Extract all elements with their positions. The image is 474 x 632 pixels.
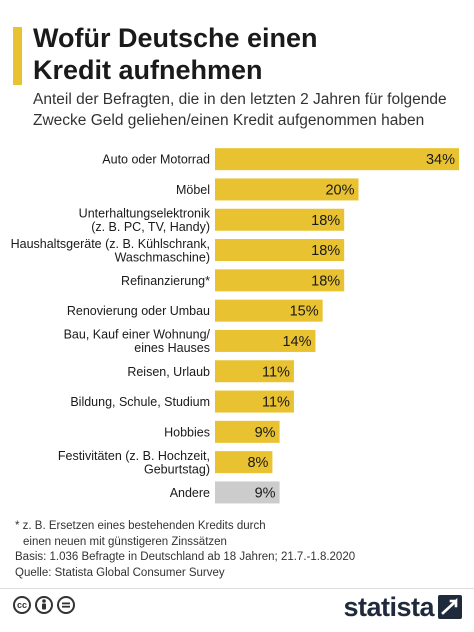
- category-label: Auto oder Motorrad: [102, 153, 210, 167]
- value-label: 20%: [325, 182, 354, 198]
- category-label: Bau, Kauf einer Wohnung/eines Hauses: [64, 328, 211, 356]
- chart-subtitle: Anteil der Befragten, die in den letzten…: [33, 89, 473, 131]
- category-label: Festivitäten (z. B. Hochzeit, Geburtstag): [58, 449, 210, 477]
- cc-icon[interactable]: cc: [13, 596, 31, 614]
- category-label: Möbel: [176, 183, 210, 197]
- value-label: 9%: [255, 485, 276, 501]
- value-label: 18%: [311, 273, 340, 289]
- category-label: Hobbies: [164, 425, 210, 439]
- bar: [215, 239, 345, 262]
- bar: [215, 208, 345, 231]
- value-label: 11%: [262, 395, 290, 411]
- category-label: Unterhaltungselektronik (z. B. PC, TV, Ha…: [79, 207, 211, 235]
- title-accent-bar: [13, 27, 22, 85]
- title-line-1: Wofür Deutsche einen: [33, 23, 318, 53]
- bar: [215, 360, 294, 383]
- license-icons: cc: [13, 596, 75, 614]
- category-label: Reisen, Urlaub: [127, 365, 210, 379]
- category-label: Haushaltsgeräte (z. B. Kühlschrank, Wasch…: [11, 237, 210, 264]
- category-label: Refinanzierung*: [121, 274, 210, 288]
- nd-icon[interactable]: [57, 596, 75, 614]
- category-label: Renovierung oder Umbau: [67, 304, 210, 318]
- category-label: Andere: [170, 486, 210, 500]
- bar: [215, 178, 359, 201]
- footnotes: * z. B. Ersetzen eines bestehenden Kredi…: [15, 519, 465, 581]
- by-icon[interactable]: [35, 596, 53, 614]
- title-line-2: Kredit aufnehmen: [33, 55, 263, 85]
- value-label: 9%: [255, 425, 276, 441]
- footer-divider: [0, 588, 474, 589]
- chart-title: Wofür Deutsche einen Kredit aufnehmen: [33, 22, 453, 86]
- subtitle-line-1: Anteil der Befragten, die in den letzten…: [33, 91, 447, 108]
- bar: [215, 420, 280, 443]
- value-label: 34%: [426, 152, 455, 168]
- value-label: 14%: [282, 334, 311, 350]
- source-text: Quelle: Statista Global Consumer Survey: [15, 566, 225, 579]
- value-label: 18%: [311, 213, 340, 229]
- bar: [215, 390, 294, 413]
- value-label: 8%: [247, 455, 268, 471]
- category-label: Bildung, Schule, Studium: [70, 395, 210, 409]
- value-label: 11%: [262, 364, 290, 380]
- brand-name: statista: [343, 592, 434, 622]
- basis-text: Basis: 1.036 Befragte in Deutschland ab …: [15, 551, 356, 563]
- value-label: 18%: [311, 243, 340, 259]
- bar: [215, 451, 273, 474]
- statista-arrow-icon: [438, 595, 462, 619]
- subtitle-line-2: Zwecke Geld geliehen/einen Kredit aufgen…: [33, 112, 425, 129]
- bar: [215, 269, 345, 292]
- value-label: 15%: [290, 304, 319, 320]
- footnote-line-1: * z. B. Ersetzen eines bestehenden Kredi…: [15, 520, 266, 532]
- bar: [215, 299, 323, 322]
- bar: [215, 481, 280, 504]
- bar: [215, 148, 459, 171]
- footnote-line-2: einen neuen mit günstigeren Zinssätzen: [23, 535, 227, 548]
- bar-chart: 34% Auto oder Motorrad 20% Möbel 18% Unterhal…: [11, 148, 459, 504]
- statista-logo[interactable]: statista: [343, 592, 462, 622]
- bar: [215, 329, 316, 352]
